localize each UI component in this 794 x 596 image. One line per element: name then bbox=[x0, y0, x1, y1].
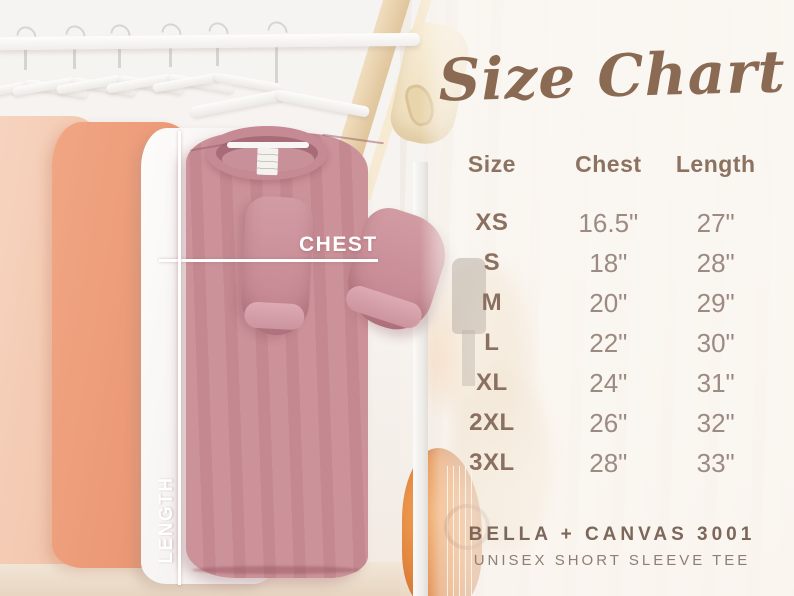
guitar-headstock-ghost bbox=[452, 258, 486, 334]
hanger-stem bbox=[24, 44, 27, 70]
guitar-neck-ghost bbox=[462, 330, 475, 386]
size-cell: XS bbox=[475, 209, 509, 236]
table-row-l: L 22" 30" bbox=[430, 323, 794, 363]
pampas-grass-faint bbox=[452, 244, 548, 524]
chest-cell: 16.5" bbox=[578, 207, 639, 238]
size-cell: 3XL bbox=[469, 449, 515, 476]
chest-cell: 20" bbox=[589, 287, 628, 318]
hanger-crossbar bbox=[227, 142, 309, 148]
table-row-s: S 18" 28" bbox=[430, 243, 794, 283]
size-cell: 2XL bbox=[469, 409, 515, 436]
length-cell: 32" bbox=[696, 407, 735, 438]
length-cell: 33" bbox=[696, 447, 735, 478]
chest-cell: 22" bbox=[589, 327, 628, 358]
length-cell: 28" bbox=[696, 247, 735, 278]
table-header-row: Size Chest Length bbox=[430, 151, 794, 178]
table-row-xl: XL 24" 31" bbox=[430, 363, 794, 403]
size-cell: L bbox=[484, 329, 500, 356]
product-name: UNISEX SHORT SLEEVE TEE bbox=[473, 552, 751, 569]
table-row-3xl: 3XL 28" 33" bbox=[430, 443, 794, 483]
length-cell: 31" bbox=[696, 367, 735, 398]
page-title: Size Chart bbox=[437, 37, 787, 115]
clothing-rack-bar bbox=[0, 32, 421, 51]
tshirt-hem-shadow bbox=[192, 566, 360, 574]
column-header-size: Size bbox=[467, 151, 516, 177]
table-row-2xl: 2XL 26" 32" bbox=[430, 403, 794, 443]
hanger-stem bbox=[216, 40, 219, 66]
chest-measure-line bbox=[159, 259, 378, 262]
length-cell: 29" bbox=[696, 287, 735, 318]
chest-label: CHEST bbox=[299, 233, 378, 256]
table-row-m: M 20" 29" bbox=[430, 283, 794, 323]
hanger-stem bbox=[73, 43, 76, 69]
length-cell: 30" bbox=[696, 327, 735, 358]
neck-tag bbox=[256, 147, 279, 176]
tshirt-rolled-sleeve-left bbox=[239, 195, 315, 337]
size-cell: XL bbox=[476, 369, 508, 396]
chest-cell: 18" bbox=[589, 247, 628, 278]
size-table: XS 16.5" 27" S 18" 28" M 20" 29" L 22" 3… bbox=[430, 203, 794, 483]
hanger-arm-front bbox=[189, 89, 285, 118]
hanger-stem bbox=[275, 39, 278, 97]
sleeve-cuff bbox=[243, 301, 305, 331]
hanger-stem bbox=[169, 41, 172, 67]
length-cell: 27" bbox=[696, 207, 735, 238]
chest-cell: 28" bbox=[589, 447, 628, 478]
size-chart-panel: Size Chart Size Chest Length XS 16.5" 27… bbox=[430, 0, 794, 596]
chest-cell: 24" bbox=[589, 367, 628, 398]
size-cell: S bbox=[483, 249, 501, 276]
length-label: LENGTH bbox=[156, 476, 177, 564]
table-row-xs: XS 16.5" 27" bbox=[430, 203, 794, 243]
length-measure-line bbox=[178, 131, 181, 585]
brand-name: BELLA + CANVAS 3001 bbox=[468, 524, 756, 545]
hanger-stem bbox=[118, 42, 121, 68]
size-cell: M bbox=[481, 289, 503, 316]
chest-cell: 26" bbox=[589, 407, 628, 438]
column-header-chest: Chest bbox=[575, 151, 642, 177]
column-header-length: Length bbox=[675, 151, 756, 177]
